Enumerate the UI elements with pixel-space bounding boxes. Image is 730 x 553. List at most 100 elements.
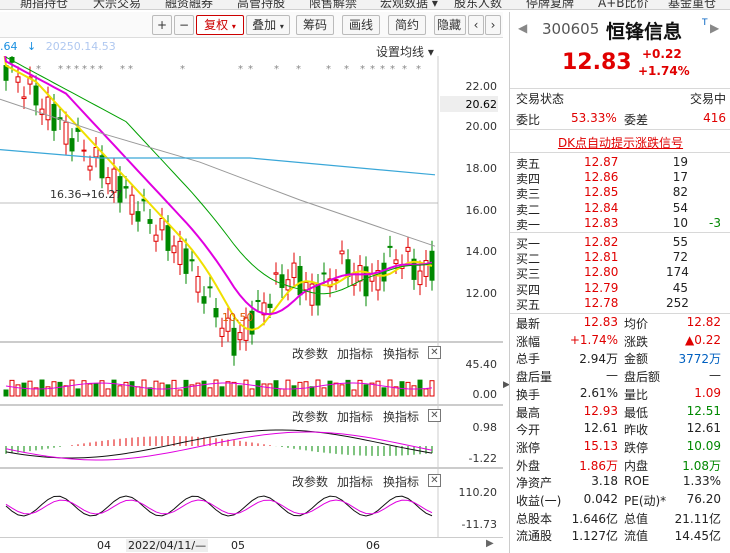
x-tick-06: 06 [366,539,380,552]
candle-body [423,260,429,277]
stat-label: 内盘 [624,458,649,473]
ask-volume: 17 [672,170,688,185]
sub2-close-icon[interactable]: ✕ [428,409,441,422]
candle-body [117,176,123,203]
candle-body [195,275,201,293]
candle-body [3,65,9,81]
bid-row[interactable]: 买三 12.80 174 [516,265,726,281]
kdj-tick-min: -11.73 [461,518,497,531]
zoom-in-button[interactable]: + [152,15,172,35]
bid-volume: 55 [672,235,688,249]
ask-row[interactable]: 卖五 12.87 19 [516,155,726,171]
bid-volume: 252 [666,295,689,310]
overlay-dropdown[interactable]: 叠加 ▾ [246,15,290,35]
signal-star: * [390,64,395,75]
tab-suspension[interactable]: 停牌复牌 [526,0,575,10]
volume-bar [231,381,237,397]
tab-lockup-expiry[interactable]: 限售解禁 [309,0,358,10]
volume-bar [213,379,219,397]
ask-label: 卖一 [516,217,541,232]
sub1-edit-params-button[interactable]: 改参数 [292,347,329,361]
sub3-add-indicator-button[interactable]: 加指标 [337,475,374,489]
ask-row[interactable]: 卖二 12.84 54 [516,200,726,217]
stats-row: 涨停 15.13 跌停 10.09 [516,439,726,455]
d-line [5,499,433,515]
tab-fund-holdings[interactable]: 基金重仓 [668,0,717,10]
bid-price: 12.79 [584,280,619,295]
bid-row[interactable]: 买四 12.79 45 [516,280,726,297]
zoom-out-button[interactable]: − [174,15,194,35]
scroll-right-icon[interactable]: ▶ [486,538,494,549]
sub2-edit-params-button[interactable]: 改参数 [292,410,329,424]
sub2-swap-indicator-button[interactable]: 换指标 [383,410,420,424]
tab-margin-trading[interactable]: 融资融券 [165,0,214,10]
prev-stock-icon[interactable]: ◀ [518,21,528,35]
candle-body [303,281,309,291]
kline-chart[interactable]: * * * * * * * * * * * * * * * * * * * * * * 16.36→16.27 10.50 [0,56,503,537]
next-stock-icon[interactable]: ▶ [710,21,720,35]
volume-bar [57,381,63,397]
low-annotation: 10.50 [222,311,254,324]
volume-bar [3,389,9,397]
ma60-line [0,98,436,247]
ask-row[interactable]: 卖一 12.83 10 -3 [516,216,726,232]
sub2-add-indicator-button[interactable]: 加指标 [337,410,374,424]
next-arrow-button[interactable]: › [485,15,501,35]
candle-body [309,283,315,306]
price-tick-14: 14.00 [465,245,498,258]
candle-body [189,259,195,262]
arrow-down-icon: ↓ [27,40,37,53]
stat-value: 1.646亿 [571,511,618,526]
volume-bar [39,379,45,397]
volume-bar [267,383,273,397]
candle-body [357,265,363,282]
tab-block-trades[interactable]: 大宗交易 [93,0,142,10]
volume-bar [177,389,183,397]
tab-macro-data[interactable]: 宏观数据 ▾ [380,0,438,10]
signal-star: * [380,64,385,75]
ma-settings-dropdown[interactable]: 设置均线 ▾ [376,45,434,59]
tab-ab-ratio[interactable]: A+B比价 [598,0,649,10]
ask-volume: 54 [672,200,688,215]
signal-star: * [326,64,331,75]
tab-shareholders[interactable]: 股东人数 [454,0,503,10]
bid-row[interactable]: 买一 12.82 55 [516,235,726,251]
volume-bar [381,387,387,397]
sub1-swap-indicator-button[interactable]: 换指标 [383,347,420,361]
signal-star: * [296,64,301,75]
sub3-close-icon[interactable]: ✕ [428,474,441,487]
signal-star: * [36,64,41,75]
volume-bar [393,386,399,397]
sub1-add-indicator-button[interactable]: 加指标 [337,347,374,361]
volume-bar [45,386,51,397]
sub3-swap-indicator-button[interactable]: 换指标 [383,475,420,489]
collapse-panel-icon[interactable]: ▶ [503,380,510,390]
candle-body [21,96,27,100]
chips-button[interactable]: 筹码 [296,15,334,35]
dk-signal-link[interactable]: DK点自动提示涨跌信号 [557,136,684,150]
stat-value: 0.042 [583,492,618,506]
stat-value: — [606,368,618,383]
stats-row: 涨幅 +1.74% 涨跌 ▲0.22 [516,333,726,349]
simple-button[interactable]: 简约 [388,15,426,35]
trade-status-row: 交易状态 交易中 [516,90,726,106]
t-badge: T [702,18,708,28]
candle-body [411,258,417,280]
x-tick-05: 05 [231,539,245,552]
ask-row[interactable]: 卖三 12.85 82 [516,185,726,201]
bid-row[interactable]: 买二 12.81 72 [516,250,726,266]
weibi-label: 委比 [516,113,541,127]
draw-line-button[interactable]: 画线 [342,15,380,35]
tab-futures-positions[interactable]: 期指持仓 [20,0,69,10]
sub3-edit-params-button[interactable]: 改参数 [292,475,329,489]
tab-executive-holdings[interactable]: 高管持股 [237,0,286,10]
hide-button[interactable]: 隐藏 [434,15,466,35]
ask-row[interactable]: 卖四 12.86 17 [516,170,726,186]
adjust-dropdown[interactable]: 复权 ▾ [196,15,244,35]
bid-row[interactable]: 买五 12.78 252 [516,295,726,312]
stats-row: 盘后量 — 盘后额 — [516,368,726,384]
prev-arrow-button[interactable]: ‹ [468,15,484,35]
volume-bar [321,387,327,397]
sub1-close-icon[interactable]: ✕ [428,346,441,359]
volume-bar [291,385,297,397]
